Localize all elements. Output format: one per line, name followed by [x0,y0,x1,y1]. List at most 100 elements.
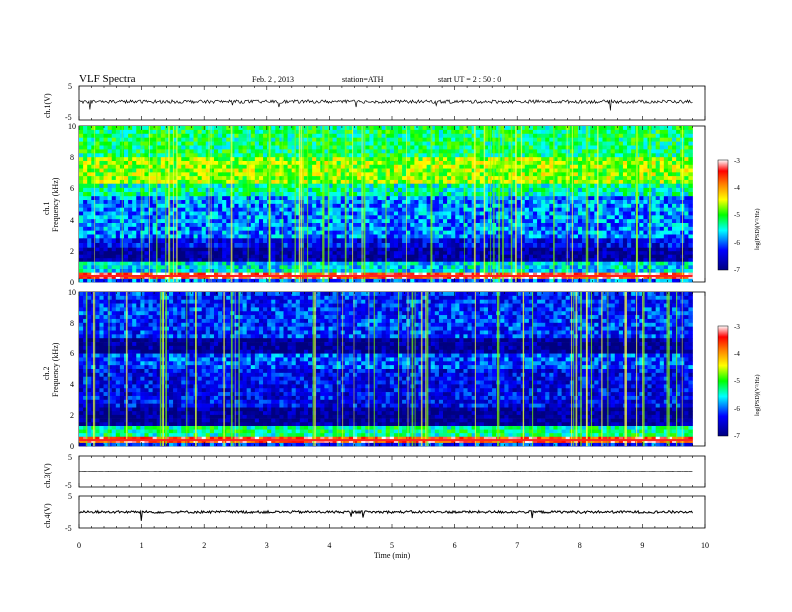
spectrogram-cell [328,196,333,201]
spectrogram-cell [303,176,309,181]
spectrogram-cell [83,129,88,135]
spectrogram-cell [123,137,129,142]
spectrogram-cell [434,219,440,224]
spectrogram-cell [324,207,329,212]
spectrogram-cell [688,126,693,131]
spectrogram-cell [357,226,362,231]
spectrogram-cell [299,145,305,150]
spectrogram-cell [406,238,411,244]
spectrogram-cell [168,145,174,150]
spectrogram-cell [426,133,432,138]
spectrogram-cell [467,243,473,248]
spectrogram-cell [136,126,141,131]
spectrogram-cell [275,145,280,150]
spectrogram-cell [557,157,562,162]
spectrogram-cell [402,196,407,201]
spectrogram-cell [402,223,407,228]
spectrogram-cell [295,168,301,173]
spectrogram-cell [402,203,407,208]
spectrogram-cell [189,157,194,162]
spectrogram-cell [475,126,481,131]
spectrogram-cell [303,219,309,224]
spectrogram-cell [189,164,194,169]
spectrogram-cell [353,137,358,142]
spectrogram-cell [316,129,321,135]
spectrogram-cell [398,219,403,224]
spectrogram-cell [91,141,96,146]
spectrogram-cell [577,149,583,154]
spectrogram-cell [173,176,178,181]
spectrogram-cell [430,234,436,239]
spectrogram-cell [594,226,599,231]
spectrogram-cell [271,176,276,181]
spectrogram-cell [512,126,518,131]
spectrogram-cell [471,168,477,173]
spectrogram-cell [263,223,268,228]
spectrogram-cell [577,187,583,193]
spectrogram-cell [508,179,513,185]
spectrogram-cell [524,160,530,166]
spectrogram-cell [614,172,620,177]
spectrogram-cell [258,145,264,150]
spectrogram-cell [344,226,350,231]
spectrogram-cell [479,133,485,138]
spectrogram-cell [438,251,444,255]
spectrogram-cell [659,211,665,216]
spectrogram-cell [99,223,104,228]
spectrogram-cell [361,137,366,142]
spectrogram-cell [189,183,194,189]
spectrogram-cell [418,215,423,220]
spectrogram-cell [140,172,145,177]
spectrogram-cell [213,137,219,142]
spectrogram-cell [185,200,190,205]
spectrogram-cell [254,133,260,138]
spectrogram-cell [430,137,436,142]
spectrogram-cell [87,219,92,224]
spectrogram-cell [254,211,260,216]
spectrogram-cell [263,234,268,239]
spectrogram-cell [606,192,612,197]
spectrogram-cell [475,196,481,201]
spectrogram-cell [618,234,624,239]
spectrogram-cell [242,215,248,220]
spectrogram-cell [279,211,284,216]
spectrogram-cell [606,196,612,201]
spectrogram-cell [218,219,223,224]
spectrogram-cell [532,145,538,150]
spectrogram-cell [205,234,211,239]
spectrogram-cell [209,238,215,244]
spectrogram-cell [610,187,616,193]
spectrogram-cell [406,251,411,255]
spectrogram-cell [434,160,440,166]
spectrogram-cell [672,230,677,235]
spectrogram-cell [672,145,677,150]
spectrogram-cell [308,243,313,248]
spectrogram-cell [586,160,591,166]
spectrogram-cell [181,172,186,177]
spectrogram-cell [512,226,518,231]
spectrogram-cell [438,137,444,142]
spectrogram-cell [79,223,84,228]
spectrogram-cell [553,153,558,158]
spectrogram-cell [283,238,288,244]
spectrogram-cell [541,145,546,150]
spectrogram-cell [389,172,395,177]
spectrogram-cell [79,183,84,189]
spectrogram-cell [160,157,166,162]
spectrogram-cell [398,196,403,201]
spectrogram-cell [258,207,264,212]
spectrogram-cell [639,129,644,135]
spectrogram-cell [410,219,415,224]
spectrogram-cell [512,238,518,244]
spectrogram-cell [115,234,121,239]
spectrogram-cell [667,247,673,252]
spectrogram-cell [393,160,399,166]
spectrogram-cell [524,133,530,138]
spectrogram-cell [99,234,104,239]
spectrogram-cell [602,153,607,158]
spectrogram-cell [140,133,145,138]
spectrogram-cell [103,234,109,239]
spectrogram-cell [258,243,264,248]
spectrogram-cell [418,192,423,197]
spectrogram-cell [422,149,428,154]
